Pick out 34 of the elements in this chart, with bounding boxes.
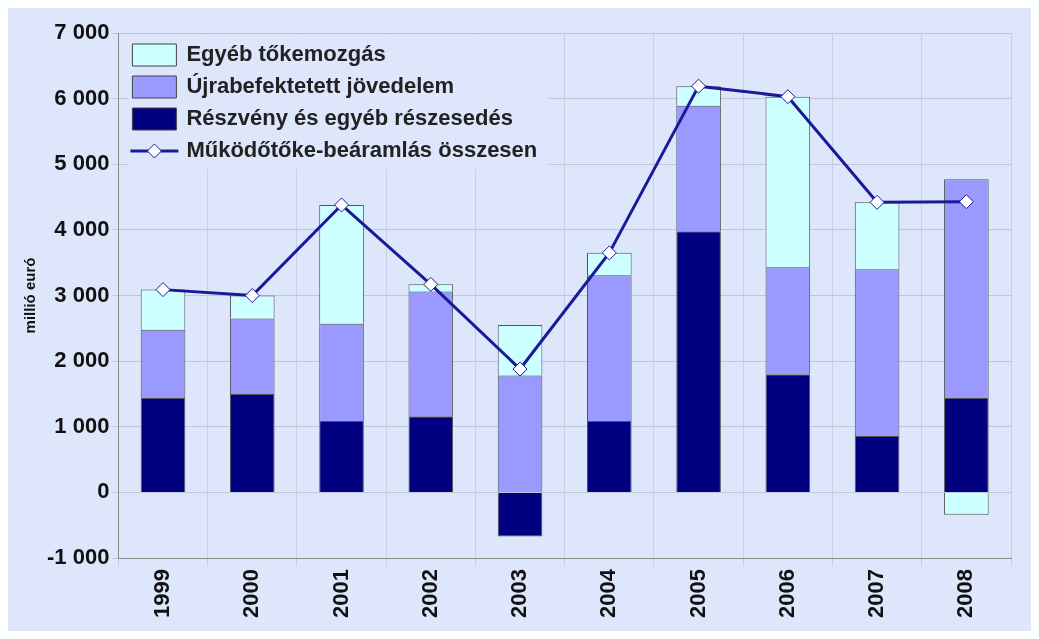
legend-label: Részvény és egyéb részesedés: [186, 105, 513, 131]
point: [423, 276, 439, 292]
x-tick-label: 2000: [238, 569, 264, 619]
point: [601, 245, 617, 261]
x-tick-label: 2007: [863, 569, 889, 619]
y-tick-label: -1 000: [46, 544, 110, 570]
x-tick-label: 2005: [684, 569, 710, 619]
y-tick-label: 3 000: [54, 281, 110, 307]
point: [780, 89, 796, 105]
y-tick-label: 7 000: [54, 19, 110, 45]
x-tick-label: 2008: [952, 569, 978, 619]
y-tick-label: 2 000: [54, 347, 110, 373]
y-tick-label: 6 000: [54, 84, 110, 110]
point: [155, 282, 171, 298]
legend-label: Működőtőke-beáramlás összesen: [186, 137, 538, 163]
legend-label: Egyéb tőkemozgás: [186, 41, 386, 67]
x-tick-label: 2004: [595, 568, 621, 619]
legend-label: Újrabefektetett jövedelem: [186, 73, 455, 99]
x-tick-label: 2001: [327, 569, 353, 619]
x-tick-label: 2003: [506, 569, 532, 619]
point: [691, 78, 707, 94]
point: [869, 194, 885, 210]
y-tick-label: 5 000: [54, 150, 110, 176]
x-tick-label: 2006: [773, 569, 799, 619]
point: [334, 197, 350, 213]
x-tick-label: 1999: [149, 569, 175, 619]
y-tick-label: 1 000: [54, 412, 110, 438]
point: [512, 361, 528, 377]
y-tick-label: 4 000: [54, 215, 110, 241]
point: [958, 194, 974, 210]
y-axis-title: millió euró: [21, 257, 39, 334]
point: [244, 288, 260, 304]
x-tick-label: 2002: [416, 569, 442, 619]
y-tick-label: 0: [97, 478, 110, 504]
